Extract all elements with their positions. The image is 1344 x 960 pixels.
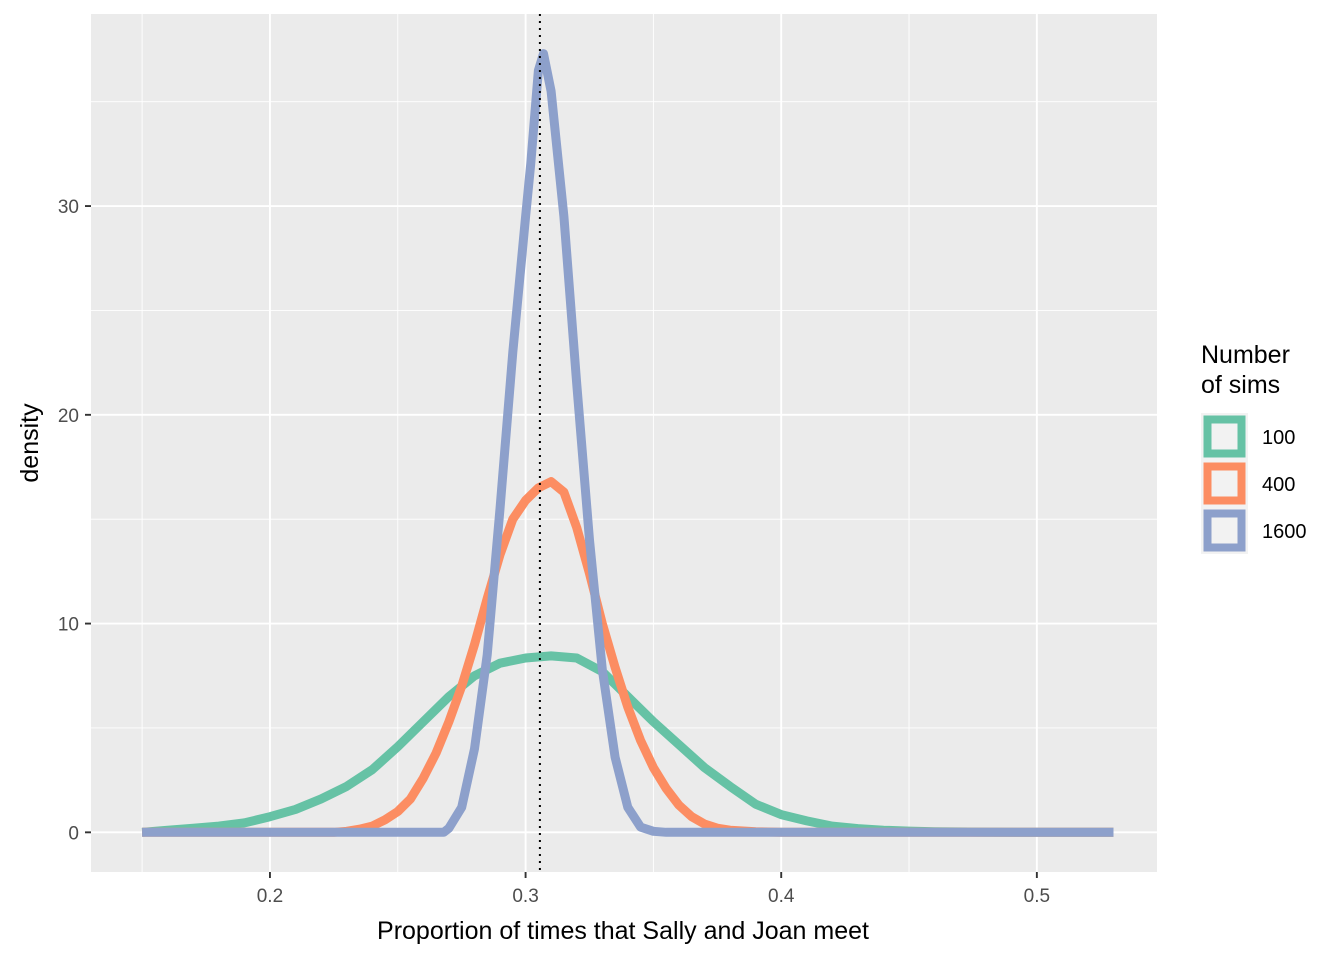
series-layer <box>141 49 1114 837</box>
legend-key-100 <box>1203 415 1246 458</box>
legend-key-400 <box>1203 462 1246 505</box>
y-axis-title: density <box>16 403 44 483</box>
series-line-1600 <box>142 49 1114 837</box>
x-tick-label: 0.3 <box>512 886 538 907</box>
grid-minor <box>91 14 1157 872</box>
legend-key-1600 <box>1203 509 1246 552</box>
x-axis-title: Proportion of times that Sally and Joan … <box>377 917 869 945</box>
y-tick-label: 30 <box>58 197 79 218</box>
grid-major <box>91 14 1157 872</box>
legend-title-line-1: Number <box>1201 341 1290 369</box>
x-tick-label: 0.2 <box>257 886 283 907</box>
x-tick-label: 0.4 <box>768 886 795 907</box>
legend-label-1600: 1600 <box>1262 521 1307 543</box>
axes: 0.2 0.3 0.4 0.5 0 10 20 30 <box>58 197 1050 907</box>
y-tick-label: 20 <box>58 406 79 427</box>
x-tick-label: 0.5 <box>1024 886 1050 907</box>
series-line-400 <box>142 477 1114 837</box>
plot-panel <box>91 14 1157 872</box>
y-tick-label: 10 <box>58 615 79 636</box>
legend-title-line-2: of sims <box>1201 371 1280 399</box>
legend-label-100: 100 <box>1262 427 1295 449</box>
legend-items: 100 400 1600 <box>1201 413 1307 554</box>
y-tick-label: 0 <box>68 823 79 844</box>
legend: Number of sims 100 400 1600 <box>1201 341 1307 554</box>
legend-label-400: 400 <box>1262 474 1295 496</box>
